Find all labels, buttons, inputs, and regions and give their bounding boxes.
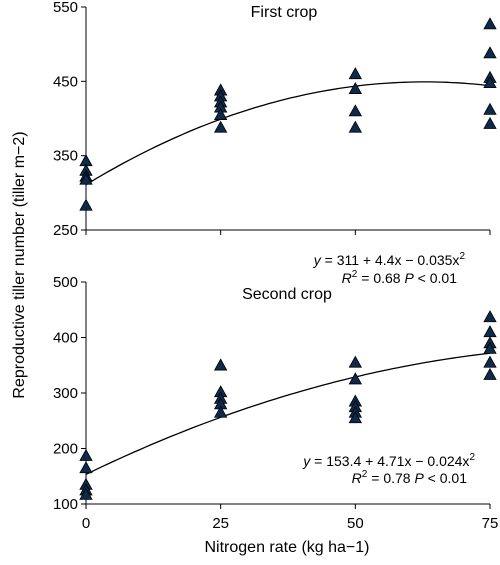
panel-1: 250 350 450 550 First crop y = 311 + 4.4x − 0… bbox=[53, 0, 497, 286]
fit-curve bbox=[85, 352, 491, 475]
y-tick-label: 450 bbox=[53, 73, 78, 90]
data-point bbox=[213, 107, 228, 120]
data-point bbox=[79, 461, 93, 474]
data-point bbox=[483, 367, 497, 380]
r-squared-line: R2 = 0.78 P < 0.01 bbox=[352, 469, 468, 486]
data-point bbox=[79, 487, 93, 500]
y-tick-label: 100 bbox=[53, 496, 78, 513]
data-point bbox=[348, 104, 363, 117]
y-tick-label: 400 bbox=[53, 330, 78, 347]
y-tick-label: 250 bbox=[53, 222, 78, 239]
x-tick-label: 0 bbox=[82, 515, 90, 532]
data-point bbox=[213, 120, 228, 133]
data-point bbox=[483, 310, 497, 323]
x-tick-label: 50 bbox=[347, 515, 364, 532]
y-tick-label: 500 bbox=[53, 274, 78, 291]
y-tick-label: 200 bbox=[53, 441, 78, 458]
data-point bbox=[483, 46, 497, 59]
data-point bbox=[348, 355, 363, 368]
x-tick-label: 25 bbox=[212, 515, 229, 532]
y-tick-label: 300 bbox=[53, 385, 78, 402]
data-point bbox=[483, 355, 497, 368]
data-point bbox=[213, 405, 228, 418]
data-point bbox=[348, 67, 363, 80]
data-point bbox=[213, 358, 228, 371]
x-tick-label: 75 bbox=[482, 515, 499, 532]
equation-line: y = 153.4 + 4.71x − 0.024x2 bbox=[302, 452, 475, 469]
equation-line: y = 311 + 4.4x − 0.035x2 bbox=[313, 251, 466, 268]
panel-2: 100 200 300 400 500 0 25 50 75 Second crop y = 153… bbox=[53, 274, 498, 532]
data-point bbox=[483, 17, 497, 30]
data-point bbox=[483, 325, 497, 338]
data-point bbox=[483, 341, 497, 354]
data-point bbox=[483, 116, 497, 129]
fit-curve bbox=[85, 81, 491, 186]
data-point bbox=[79, 448, 93, 461]
data-point bbox=[483, 102, 497, 115]
data-point bbox=[79, 198, 93, 211]
r-squared-line: R2 = 0.68 P < 0.01 bbox=[342, 269, 458, 286]
data-point bbox=[483, 75, 497, 89]
data-point bbox=[79, 172, 93, 185]
x-axis-title: Nitrogen rate (kg ha−1) bbox=[205, 539, 370, 556]
data-point bbox=[348, 372, 363, 385]
y-tick-label: 550 bbox=[53, 0, 78, 16]
panel-title: First crop bbox=[251, 4, 318, 21]
y-tick-label: 350 bbox=[53, 148, 78, 165]
data-point bbox=[348, 120, 363, 133]
data-point bbox=[348, 81, 363, 94]
panel-title: Second crop bbox=[242, 286, 332, 303]
data-point bbox=[348, 411, 363, 424]
y-axis-title: Reproductive tiller number (tiller m−2) bbox=[11, 131, 28, 398]
